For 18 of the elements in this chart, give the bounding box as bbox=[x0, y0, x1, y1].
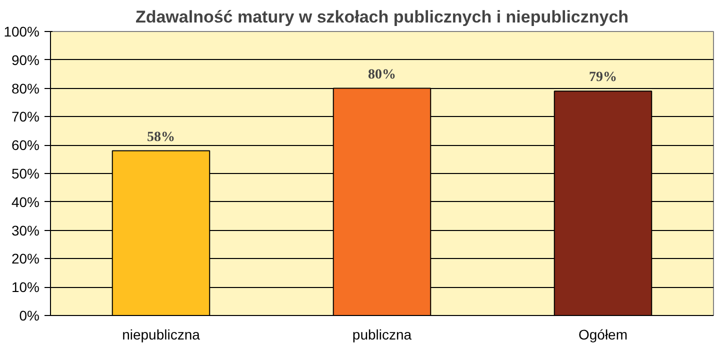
y-tick-label: 20% bbox=[11, 250, 40, 267]
y-tick-label: 40% bbox=[11, 194, 40, 210]
y-tick-label: 30% bbox=[11, 222, 40, 238]
y-tick-label: 100% bbox=[4, 24, 40, 40]
y-tick-label: 90% bbox=[11, 52, 40, 68]
data-label: 58% bbox=[147, 130, 175, 145]
y-tick-label: 80% bbox=[11, 80, 40, 96]
x-tick-label: Ogółem bbox=[578, 326, 628, 342]
chart-title: Zdawalność matury w szkołach publicznych i niepublicznych bbox=[135, 8, 629, 26]
y-tick-label: 0% bbox=[19, 308, 40, 324]
y-tick-label: 70% bbox=[11, 108, 40, 125]
y-tick-label: 60% bbox=[11, 137, 40, 154]
y-tick-label: 10% bbox=[11, 279, 40, 296]
data-label: 80% bbox=[368, 67, 396, 82]
y-tick-label: 50% bbox=[11, 166, 40, 182]
x-tick-label: publiczna bbox=[352, 326, 412, 342]
data-label: 79% bbox=[589, 70, 617, 86]
x-tick-label: niepubliczna bbox=[122, 326, 200, 342]
